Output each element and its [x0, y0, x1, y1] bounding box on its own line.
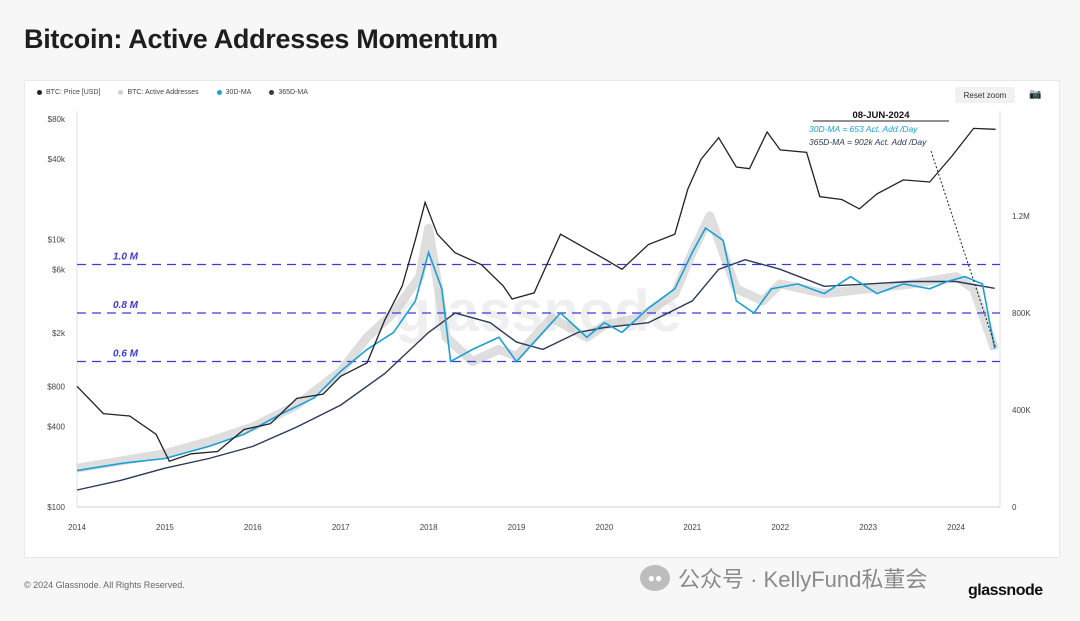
- glassnode-logo: glassnode: [968, 582, 1043, 599]
- legend-dot-ma30: [216, 90, 222, 95]
- x-tick-label: 2024: [947, 523, 965, 532]
- legend-dot-price: [37, 90, 42, 95]
- x-tick-label: 2016: [244, 523, 262, 532]
- y-left-tick-label: $40k: [48, 155, 66, 164]
- legend-label-ma30: 30D-MA: [225, 89, 252, 96]
- reference-line-label: 0.6 M: [113, 349, 139, 360]
- series-30d-ma: [76, 226, 996, 472]
- legend-label-ma365: 365D-MA: [278, 89, 308, 96]
- legend-label-active: BTC: Active Addresses: [127, 89, 199, 96]
- legend-item-ma30[interactable]: 30D-MA: [216, 89, 252, 96]
- reference-line-label: 1.0 M: [113, 252, 139, 263]
- chart-panel: BTC: Price [USD] BTC: Active Addresses 3…: [24, 80, 1060, 558]
- x-tick-label: 2019: [508, 523, 526, 532]
- y-left-tick-label: $2k: [52, 329, 66, 338]
- y-left-tick-label: $800: [47, 382, 65, 391]
- x-tick-label: 2022: [771, 523, 789, 532]
- legend-item-price[interactable]: BTC: Price [USD]: [37, 89, 100, 96]
- wechat-text: 公众号 · KellyFund私董会: [678, 567, 928, 592]
- x-tick-label: 2020: [596, 523, 614, 532]
- y-left-tick-label: $10k: [48, 236, 66, 245]
- legend-item-active[interactable]: BTC: Active Addresses: [118, 89, 199, 96]
- annotation-pointer: [930, 150, 997, 349]
- x-tick-label: 2015: [156, 523, 174, 532]
- annotation-30d: 30D-MA = 653 Act. Add /Day: [809, 124, 918, 134]
- reference-line-label: 0.8 M: [113, 300, 139, 311]
- x-tick-label: 2023: [859, 523, 877, 532]
- camera-icon[interactable]: 📷: [1029, 89, 1042, 100]
- y-left-tick-label: $100: [47, 503, 65, 512]
- annotation-date: 08-JUN-2024: [852, 110, 910, 121]
- x-tick-label: 2014: [68, 523, 86, 532]
- legend-label-price: BTC: Price [USD]: [46, 89, 101, 96]
- series-btc-price: [76, 127, 996, 462]
- page-title: Bitcoin: Active Addresses Momentum: [24, 24, 498, 54]
- x-tick-label: 2017: [332, 523, 350, 532]
- series-365d-ma: [76, 258, 995, 491]
- y-left-tick-label: $6k: [52, 265, 66, 274]
- chart-svg: 2014 2015 2016 2017 2018 2019 2020 2021 2022 2023…: [47, 110, 1031, 532]
- x-tick-label: 2021: [683, 523, 701, 532]
- wechat-icon: ●●: [640, 565, 670, 591]
- y-right-tick-label: 0: [1012, 503, 1017, 512]
- y-left-tick-label: $400: [47, 423, 65, 432]
- y-right-tick-label: 400K: [1012, 406, 1031, 415]
- y-right-tick-label: 1.2M: [1012, 212, 1030, 221]
- wechat-watermark: ●● 公众号 · KellyFund私董会: [640, 562, 927, 594]
- y-left-tick-label: $80k: [48, 115, 66, 124]
- legend-dot-ma365: [269, 90, 275, 95]
- reset-zoom-button[interactable]: Reset zoom: [955, 87, 1015, 103]
- chart-legend: BTC: Price [USD] BTC: Active Addresses 3…: [37, 89, 308, 96]
- legend-item-ma365[interactable]: 365D-MA: [269, 89, 308, 96]
- x-tick-label: 2018: [420, 523, 438, 532]
- y-right-tick-label: 800K: [1012, 309, 1031, 318]
- copyright-text: © 2024 Glassnode. All Rights Reserved.: [24, 580, 185, 590]
- annotation-365d: 365D-MA = 902k Act. Add /Day: [809, 137, 927, 147]
- legend-dot-active: [118, 90, 124, 95]
